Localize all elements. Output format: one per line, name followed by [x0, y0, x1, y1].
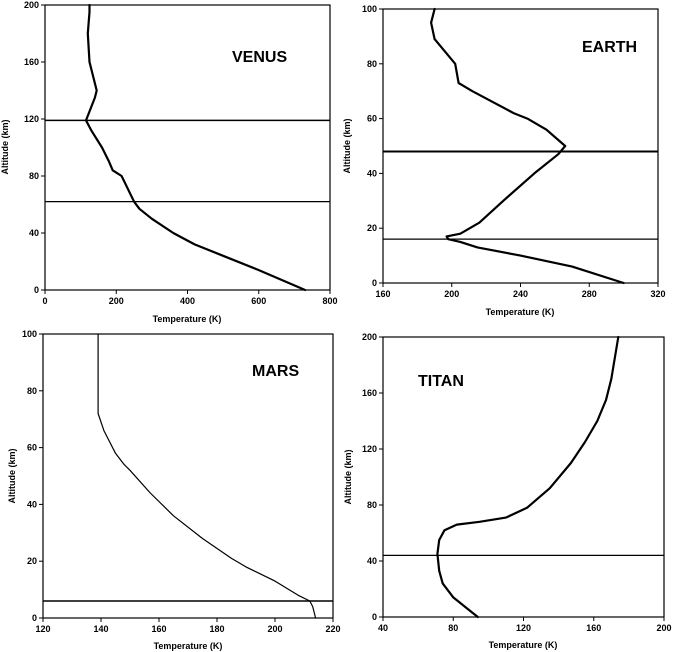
mars-x-tick-label: 200: [267, 624, 282, 634]
earth-x-tick-label: 200: [444, 289, 459, 299]
mars-temperature-line: [97, 333, 317, 619]
venus-y-tick-label: 0: [34, 285, 39, 295]
earth-x-tick-label: 320: [650, 289, 665, 299]
mars-title: MARS: [252, 363, 299, 380]
venus-x-tick-label: 800: [322, 296, 337, 306]
titan-y-tick-label: 200: [362, 332, 377, 342]
venus-x-tick-label: 0: [42, 296, 47, 306]
mars-y-tick-label: 80: [27, 386, 37, 396]
titan-y-tick-label: 80: [367, 500, 377, 510]
mars-plot-frame: [42, 333, 334, 619]
mars-y-tick-label: 20: [27, 556, 37, 566]
mars-x-tick-label: 160: [151, 624, 166, 634]
earth-y-tick-label: 60: [367, 114, 377, 124]
earth-y-tick-label: 0: [372, 278, 377, 288]
mars-y-tick-label: 40: [27, 499, 37, 509]
titan-x-tick-label: 40: [378, 623, 388, 633]
venus-x-axis-label: Temperature (K): [153, 314, 222, 324]
venus-y-tick-label: 80: [29, 171, 39, 181]
earth-x-axis-label: Temperature (K): [486, 307, 555, 317]
venus-x-tick-label: 600: [251, 296, 266, 306]
venus-temperature-line: [84, 3, 307, 292]
titan-y-tick-label: 120: [362, 444, 377, 454]
earth-ticks: 160 200 240 280 320 0 20 40 60 80 100: [362, 4, 666, 299]
earth-y-tick-label: 100: [362, 4, 377, 14]
earth-title: EARTH: [582, 39, 637, 56]
titan-x-tick-label: 200: [656, 623, 671, 633]
venus-title: VENUS: [232, 49, 287, 66]
titan-temperature-line: [436, 335, 620, 619]
earth-x-tick-label: 160: [375, 289, 390, 299]
mars-y-tick-label: 100: [22, 329, 37, 339]
venus-y-tick-label: 160: [24, 57, 39, 67]
mars-x-axis-label: Temperature (K): [154, 641, 223, 651]
earth-y-tick-label: 80: [367, 59, 377, 69]
titan-y-axis-label: Altitude (km): [343, 449, 353, 504]
earth-temperature-line: [430, 7, 625, 285]
venus-y-tick-label: 120: [24, 114, 39, 124]
titan-x-tick-label: 160: [586, 623, 601, 633]
venus-y-tick-label: 40: [29, 228, 39, 238]
mars-x-tick-label: 220: [325, 624, 340, 634]
mars-ticks: 120 140 160 180 200 220 0 20 40 60 80 100: [22, 329, 341, 634]
earth-y-axis-label: Altitude (km): [342, 118, 352, 173]
venus-chart: 0 200 400 600 800 0 40 80 120 160 200 VENUS Temper…: [0, 0, 338, 324]
mars-y-tick-label: 0: [32, 613, 37, 623]
mars-chart: 120 140 160 180 200 220 0 20 40 60 80 100 MARS Temp…: [7, 329, 341, 651]
earth-chart: 160 200 240 280 320 0 20 40 60 80 100 EARTH Temper…: [342, 4, 666, 317]
venus-y-axis-label: Altitude (km): [0, 119, 10, 174]
titan-y-tick-label: 40: [367, 556, 377, 566]
mars-x-tick-label: 120: [35, 624, 50, 634]
venus-ticks: 0 200 400 600 800 0 40 80 120 160 200: [24, 0, 338, 306]
mars-x-tick-label: 140: [93, 624, 108, 634]
titan-x-tick-label: 120: [516, 623, 531, 633]
titan-x-tick-label: 80: [448, 623, 458, 633]
titan-y-tick-label: 160: [362, 388, 377, 398]
earth-y-tick-label: 20: [367, 223, 377, 233]
mars-x-tick-label: 180: [209, 624, 224, 634]
venus-x-tick-label: 200: [109, 296, 124, 306]
titan-x-axis-label: Temperature (K): [489, 640, 558, 650]
earth-x-tick-label: 280: [582, 289, 597, 299]
venus-x-tick-label: 400: [180, 296, 195, 306]
mars-y-axis-label: Altitude (km): [7, 448, 17, 503]
titan-title: TITAN: [418, 373, 464, 390]
mars-y-tick-label: 60: [27, 443, 37, 453]
titan-y-tick-label: 0: [372, 612, 377, 622]
earth-x-tick-label: 240: [513, 289, 528, 299]
earth-y-tick-label: 40: [367, 168, 377, 178]
venus-y-tick-label: 200: [24, 0, 39, 10]
